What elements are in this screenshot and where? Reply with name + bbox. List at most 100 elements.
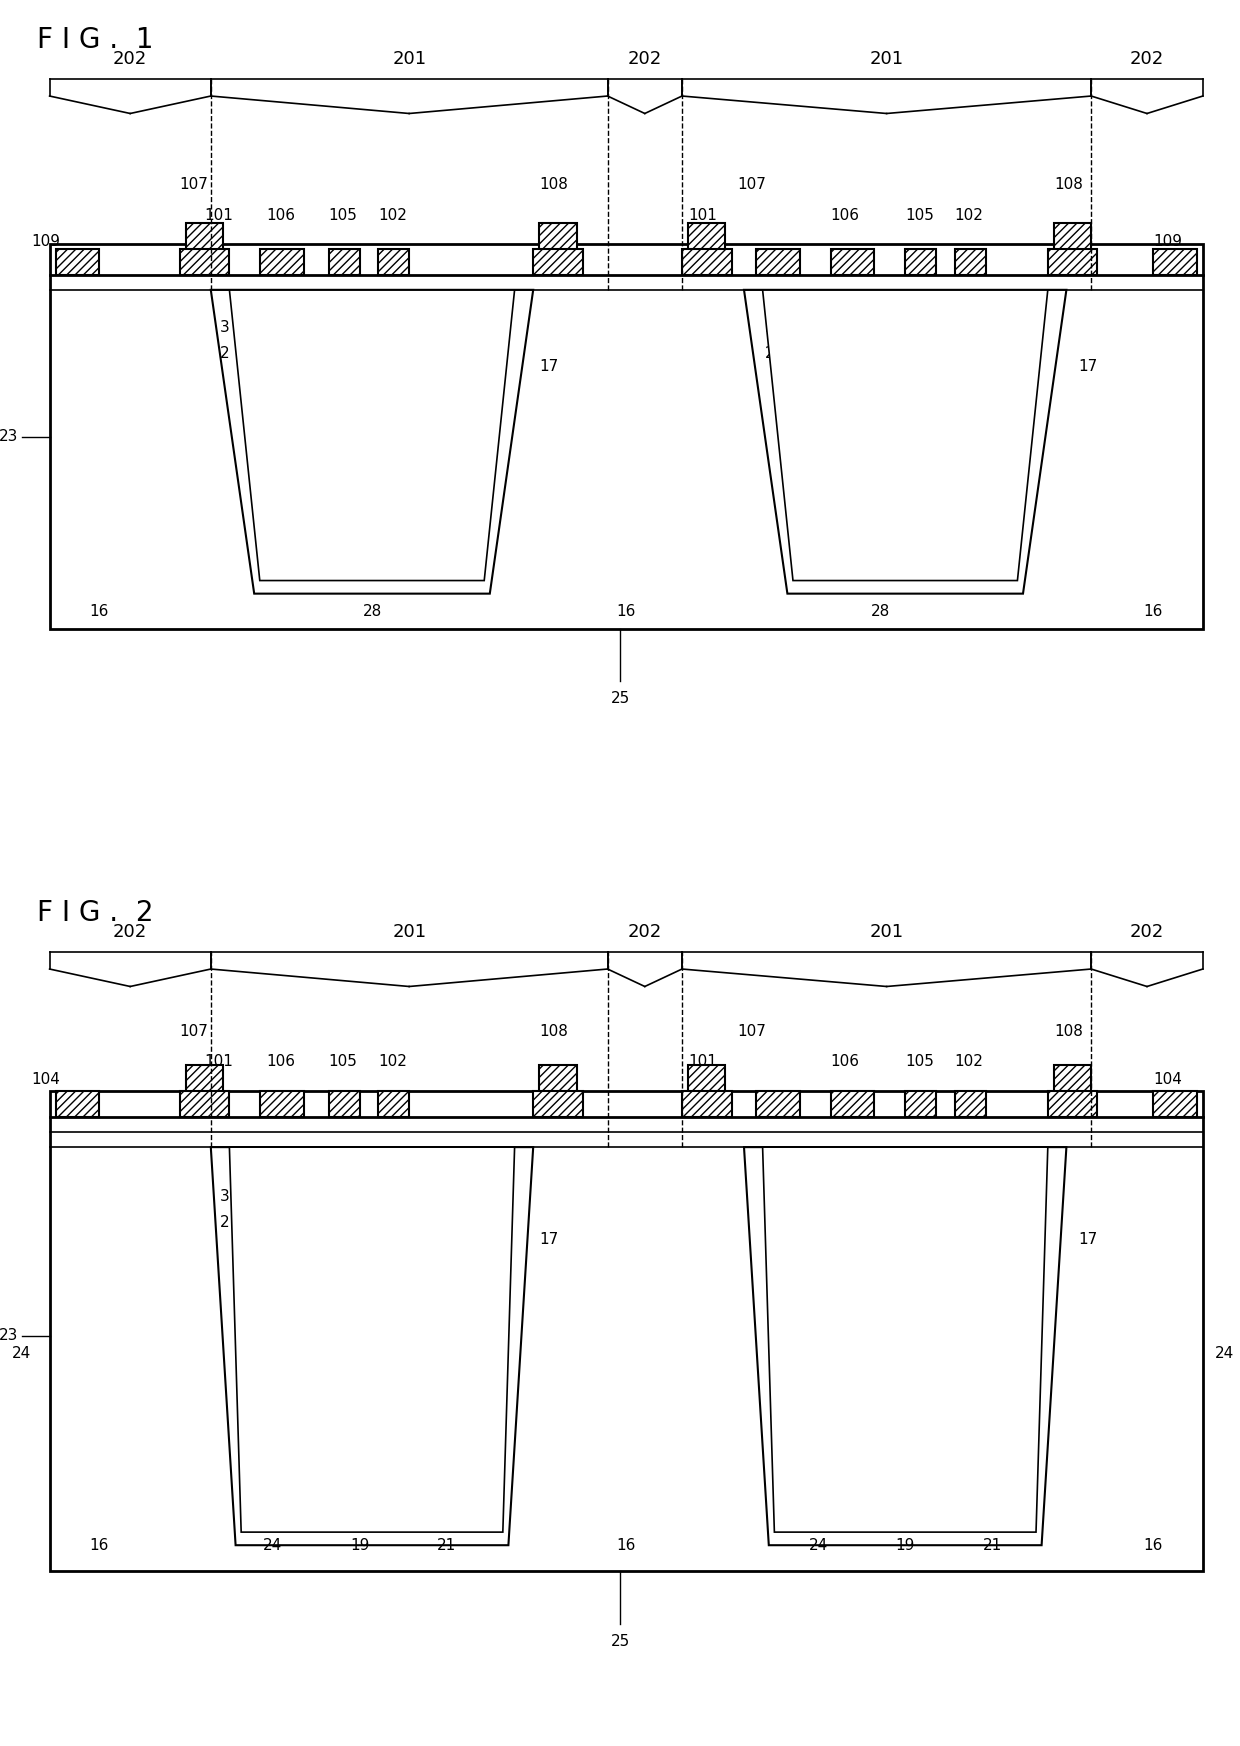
- Text: 107: 107: [180, 1023, 208, 1039]
- Bar: [1054, 1065, 1091, 1103]
- Bar: [533, 248, 583, 274]
- Bar: [186, 222, 223, 262]
- Text: 19: 19: [895, 1538, 915, 1552]
- Text: 106: 106: [267, 1055, 295, 1069]
- Text: 16: 16: [1143, 604, 1163, 618]
- Text: 23: 23: [0, 430, 19, 443]
- Text: 25: 25: [610, 691, 630, 705]
- Text: 401: 401: [952, 430, 982, 443]
- Text: 201: 201: [869, 924, 904, 941]
- Text: 101: 101: [205, 208, 233, 222]
- Text: 16: 16: [616, 604, 636, 618]
- Bar: [329, 1091, 360, 1117]
- Text: 106: 106: [831, 208, 859, 222]
- Text: 108: 108: [539, 176, 568, 192]
- Text: 401: 401: [419, 430, 449, 443]
- Text: 21: 21: [982, 1538, 1002, 1552]
- Polygon shape: [229, 290, 515, 580]
- Text: 17: 17: [1079, 360, 1099, 374]
- Text: 24: 24: [263, 1538, 283, 1552]
- Bar: [955, 1091, 986, 1117]
- Bar: [682, 1091, 732, 1117]
- Polygon shape: [763, 290, 1048, 580]
- Bar: [1048, 248, 1097, 274]
- Text: 101: 101: [688, 1055, 717, 1069]
- Text: 102: 102: [955, 208, 983, 222]
- Text: 24: 24: [808, 1538, 828, 1552]
- Bar: [539, 1065, 577, 1103]
- Text: 105: 105: [329, 1055, 357, 1069]
- Bar: [186, 1065, 223, 1103]
- Text: 17: 17: [539, 360, 559, 374]
- Text: 16: 16: [89, 1538, 109, 1552]
- Bar: [905, 1091, 936, 1117]
- Text: 105: 105: [905, 1055, 934, 1069]
- Polygon shape: [744, 290, 1066, 594]
- Text: 25: 25: [610, 1634, 630, 1648]
- Text: 105: 105: [329, 208, 357, 222]
- Text: 109: 109: [31, 234, 60, 248]
- Text: 104: 104: [31, 1072, 60, 1086]
- Text: 101: 101: [205, 1055, 233, 1069]
- Text: 2: 2: [765, 346, 775, 361]
- Text: 6: 6: [863, 430, 873, 443]
- Bar: [1054, 222, 1091, 262]
- Bar: [180, 248, 229, 274]
- Bar: [831, 248, 874, 274]
- Text: 401: 401: [952, 1337, 982, 1351]
- Text: 104: 104: [1153, 1072, 1182, 1086]
- Text: 24: 24: [1215, 1346, 1235, 1360]
- Bar: [756, 248, 800, 274]
- Text: 3: 3: [765, 320, 775, 335]
- Text: 105: 105: [905, 208, 934, 222]
- Text: 201: 201: [869, 51, 904, 68]
- Bar: [688, 1065, 725, 1103]
- Polygon shape: [211, 1147, 533, 1545]
- Text: 3: 3: [219, 320, 229, 335]
- Text: 106: 106: [831, 1055, 859, 1069]
- Text: 3: 3: [765, 1189, 775, 1203]
- Bar: [539, 222, 577, 262]
- Polygon shape: [229, 1147, 515, 1533]
- Text: 202: 202: [1130, 51, 1164, 68]
- Text: 6: 6: [330, 1337, 340, 1351]
- Text: 106: 106: [267, 208, 295, 222]
- Text: 3: 3: [219, 1189, 229, 1203]
- Polygon shape: [211, 290, 533, 594]
- Text: 107: 107: [738, 176, 766, 192]
- Bar: [955, 248, 986, 274]
- Bar: [56, 248, 99, 274]
- Polygon shape: [763, 1147, 1048, 1533]
- Text: 17: 17: [1079, 1233, 1099, 1247]
- Bar: [1048, 1091, 1097, 1117]
- Text: 107: 107: [180, 176, 208, 192]
- Bar: [50, 244, 1203, 629]
- Bar: [260, 248, 304, 274]
- Text: F I G .  1: F I G . 1: [37, 26, 154, 54]
- Bar: [50, 1091, 1203, 1571]
- Text: 109: 109: [1153, 234, 1182, 248]
- Bar: [260, 1091, 304, 1117]
- Text: 202: 202: [627, 51, 662, 68]
- Text: 2: 2: [765, 1215, 775, 1229]
- Text: 24: 24: [11, 1346, 31, 1360]
- Text: 107: 107: [738, 1023, 766, 1039]
- Bar: [180, 1091, 229, 1117]
- Bar: [688, 222, 725, 262]
- Text: 202: 202: [113, 924, 148, 941]
- Text: 202: 202: [627, 924, 662, 941]
- Bar: [56, 1091, 99, 1117]
- Text: 19: 19: [350, 1538, 370, 1552]
- Text: 17: 17: [539, 1233, 559, 1247]
- Text: 16: 16: [1143, 1538, 1163, 1552]
- Text: 201: 201: [392, 51, 427, 68]
- Text: 16: 16: [616, 1538, 636, 1552]
- Bar: [831, 1091, 874, 1117]
- Text: 21: 21: [436, 1538, 456, 1552]
- Text: 102: 102: [955, 1055, 983, 1069]
- Text: 102: 102: [378, 1055, 407, 1069]
- Text: 2: 2: [219, 1215, 229, 1229]
- Text: 201: 201: [392, 924, 427, 941]
- Text: 101: 101: [688, 208, 717, 222]
- Text: 108: 108: [1054, 1023, 1083, 1039]
